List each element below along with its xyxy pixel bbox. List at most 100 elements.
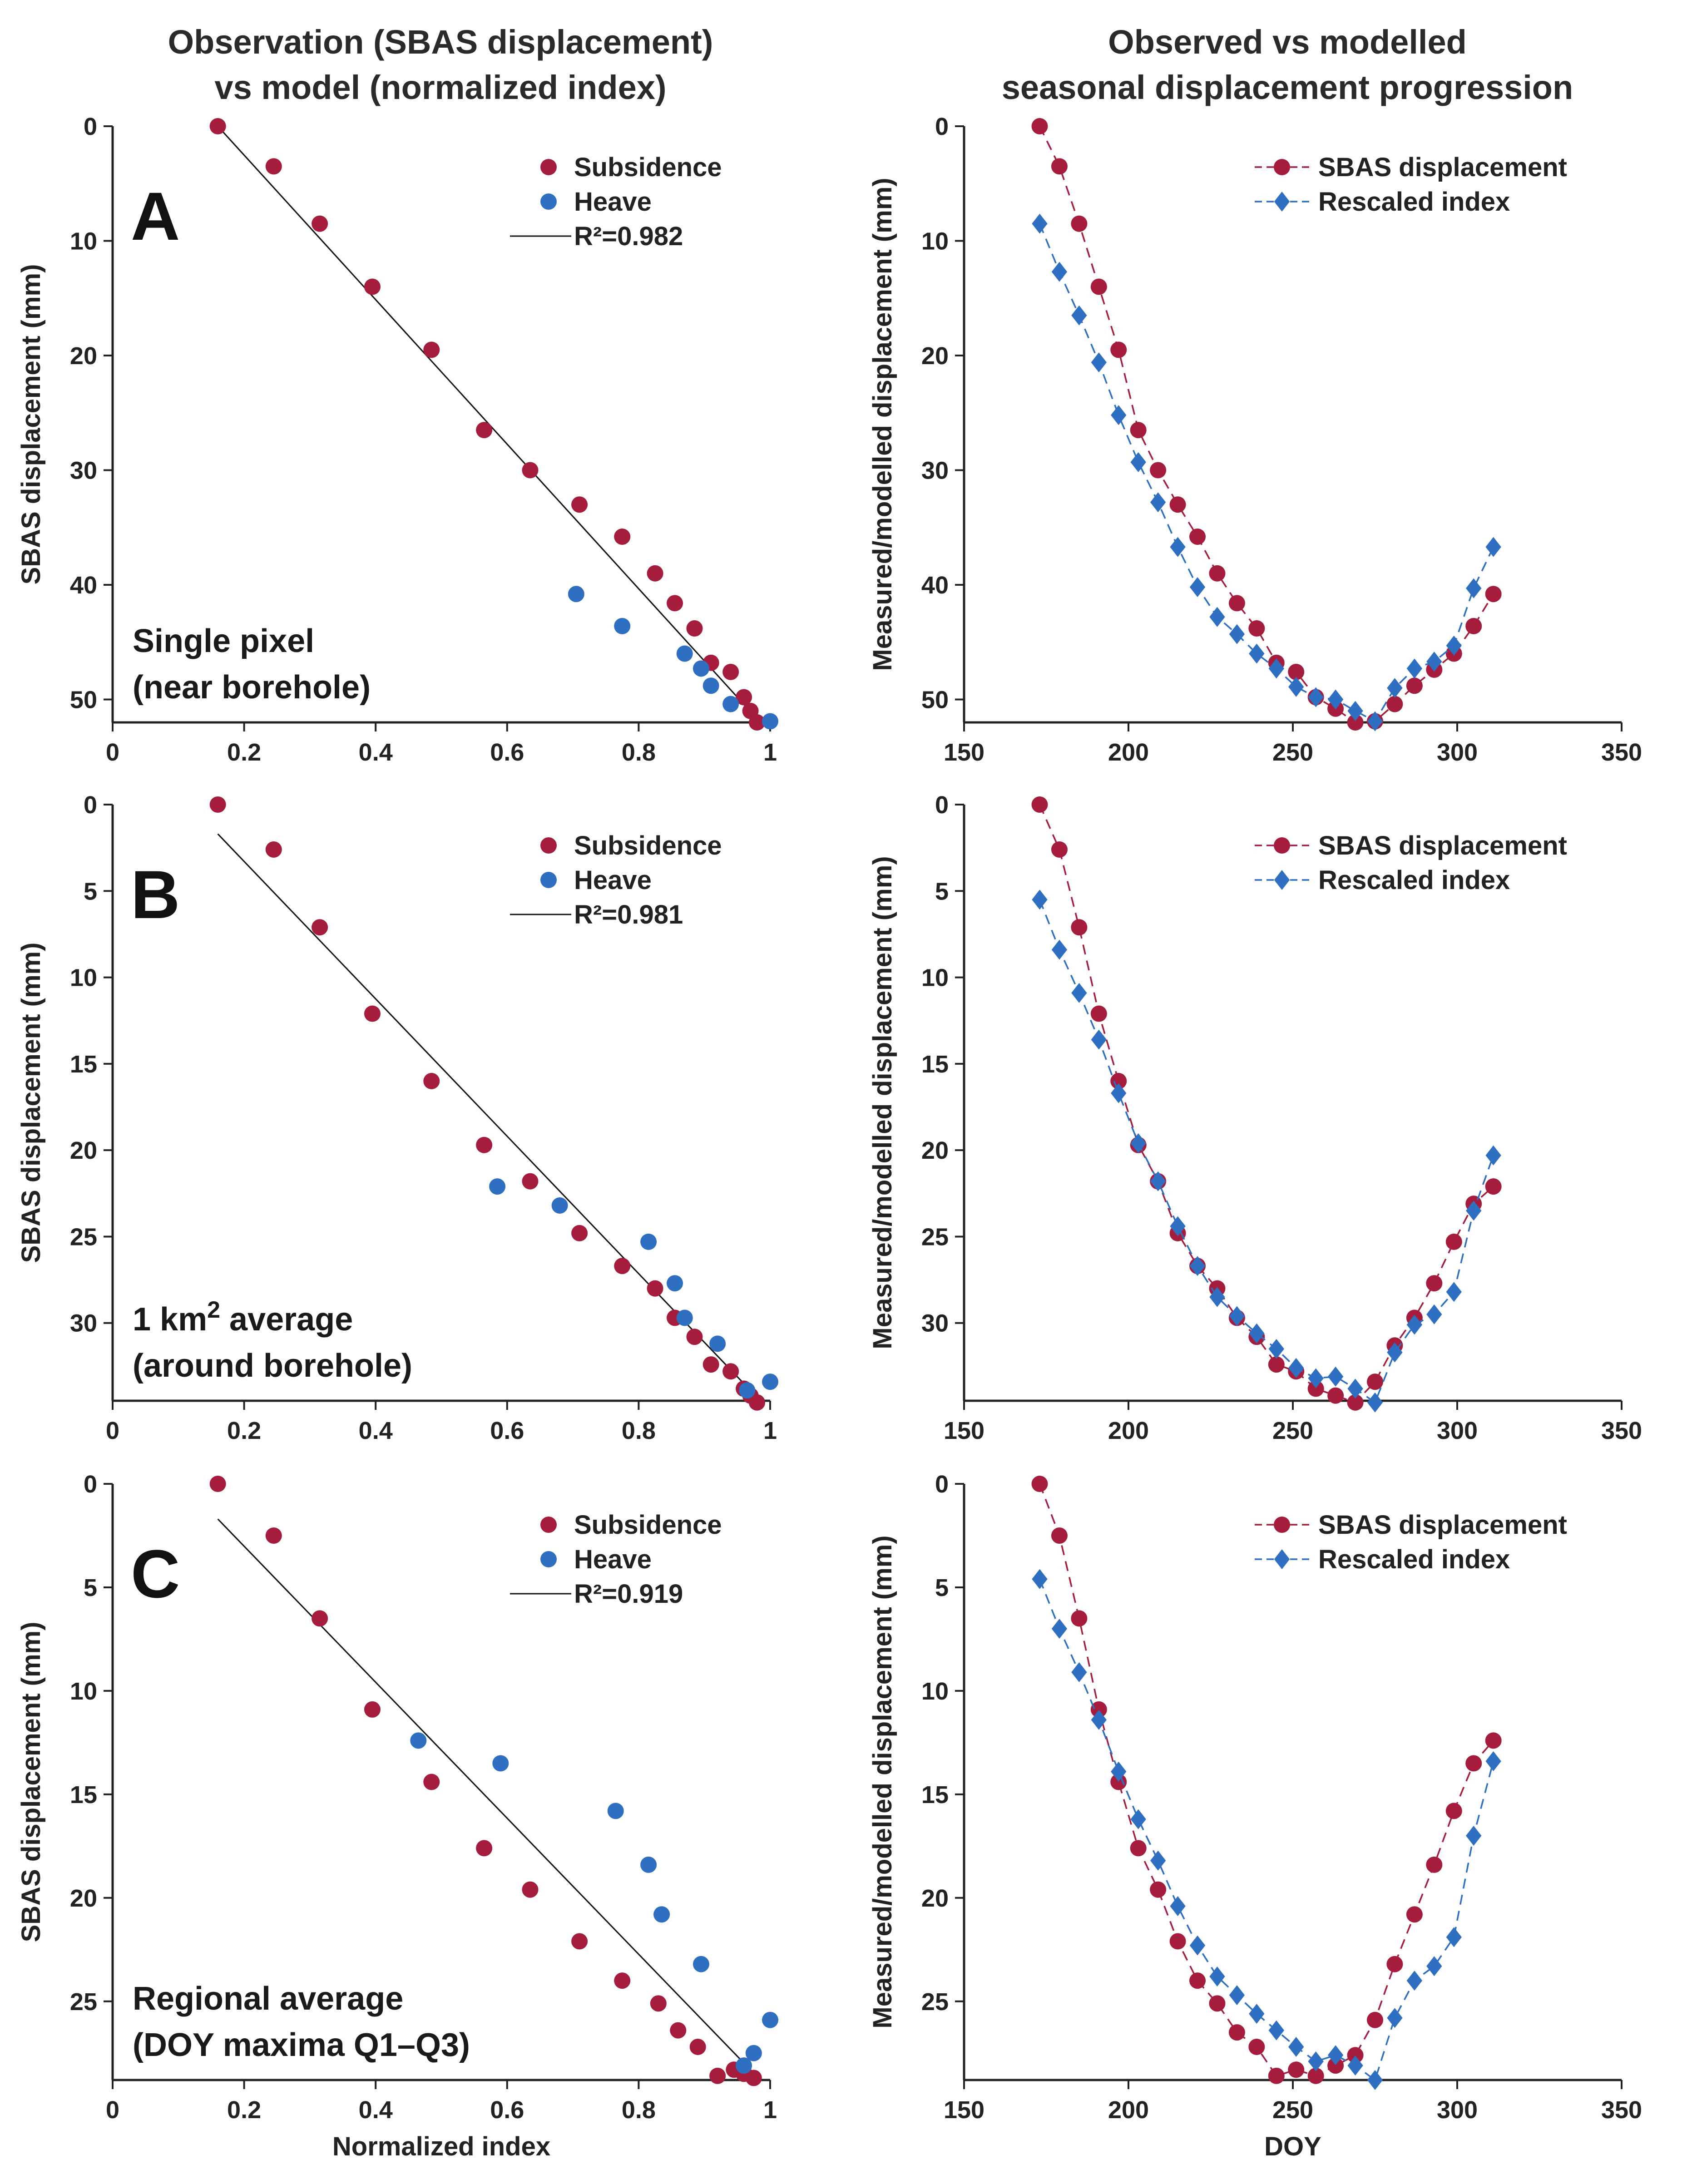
legend-heave-label: Heave bbox=[574, 187, 652, 217]
y-axis-label: Measured/modelled displacement (mm) bbox=[868, 1535, 897, 2028]
x-tick-label: 150 bbox=[944, 2096, 984, 2124]
subsidence-point bbox=[476, 422, 493, 439]
x-tick-label: 350 bbox=[1601, 739, 1642, 766]
sbas-point bbox=[1465, 618, 1482, 634]
sbas-point bbox=[1248, 620, 1265, 637]
rescaled-point bbox=[1367, 2070, 1383, 2090]
subsidence-point bbox=[423, 341, 440, 358]
legend-rescaled-label: Rescaled index bbox=[1318, 865, 1510, 895]
sbas-point bbox=[1367, 1374, 1383, 1390]
rescaled-point bbox=[1071, 305, 1087, 326]
y-tick-label: 30 bbox=[921, 457, 949, 484]
sbas-point bbox=[1485, 1178, 1502, 1195]
y-tick-label: 0 bbox=[935, 1471, 949, 1498]
rescaled-point bbox=[1466, 578, 1482, 598]
rescaled-point bbox=[1466, 1826, 1482, 1846]
rescaled-point bbox=[1189, 1256, 1206, 1276]
legend-subsidence-marker bbox=[540, 1517, 557, 1533]
y-tick-label: 10 bbox=[921, 228, 949, 255]
subsidence-point bbox=[522, 1881, 539, 1898]
rescaled-point bbox=[1268, 1339, 1284, 1359]
subsidence-point bbox=[312, 919, 328, 936]
rescaled-point bbox=[1327, 2045, 1344, 2065]
sbas-point bbox=[1386, 696, 1403, 712]
legend-fit-label: R²=0.982 bbox=[574, 222, 683, 251]
legend-sbas-marker bbox=[1274, 1517, 1290, 1533]
heave-point bbox=[762, 2011, 778, 2028]
subsidence-point bbox=[265, 841, 282, 858]
subsidence-point bbox=[364, 1701, 381, 1718]
y-tick-label: 25 bbox=[70, 1988, 97, 2016]
sbas-point bbox=[1347, 2047, 1364, 2064]
y-tick-label: 0 bbox=[935, 113, 949, 140]
y-tick-label: 5 bbox=[935, 1574, 949, 1601]
sbas-point bbox=[1150, 1881, 1167, 1898]
rescaled-point bbox=[1150, 1171, 1166, 1191]
rescaled-point bbox=[1051, 939, 1068, 960]
x-tick-label: 200 bbox=[1108, 1417, 1149, 1444]
sbas-point bbox=[1465, 1755, 1482, 1772]
sbas-point bbox=[1090, 1005, 1107, 1022]
subsidence-point bbox=[689, 2039, 706, 2056]
legend-rescaled-marker bbox=[1274, 870, 1290, 890]
sbas-point bbox=[1071, 919, 1088, 936]
subsidence-point bbox=[522, 1173, 539, 1190]
x-tick-label: 150 bbox=[944, 1417, 984, 1444]
legend-subsidence-label: Subsidence bbox=[574, 1510, 722, 1540]
rescaled-point bbox=[1347, 2056, 1363, 2076]
sbas-point bbox=[1090, 278, 1107, 295]
x-tick-label: 0.4 bbox=[359, 1417, 393, 1444]
rescaled-point bbox=[1347, 701, 1363, 721]
subsidence-point bbox=[736, 689, 752, 706]
subsidence-point bbox=[667, 595, 683, 612]
x-tick-label: 0.6 bbox=[490, 2096, 524, 2124]
heave-point bbox=[693, 660, 709, 677]
y-tick-label: 0 bbox=[935, 791, 949, 819]
legend-heave-label: Heave bbox=[574, 865, 652, 895]
annotation-superscript: 2 bbox=[207, 1297, 220, 1323]
sbas-point bbox=[1169, 496, 1186, 513]
rescaled-point bbox=[1111, 405, 1127, 425]
sbas-point bbox=[1209, 565, 1226, 582]
rescaled-point bbox=[1189, 1935, 1206, 1956]
rescaled-point bbox=[1327, 689, 1344, 710]
y-tick-label: 50 bbox=[921, 687, 949, 714]
subsidence-point bbox=[423, 1072, 440, 1089]
rescaled-point bbox=[1229, 1985, 1245, 2006]
y-tick-label: 30 bbox=[70, 457, 97, 484]
sbas-point bbox=[1268, 1356, 1285, 1373]
sbas-point bbox=[1130, 1840, 1147, 1857]
subsidence-point bbox=[209, 118, 226, 134]
x-tick-label: 0.2 bbox=[227, 739, 261, 766]
heave-point bbox=[489, 1178, 506, 1195]
rescaled-point bbox=[1406, 1971, 1423, 1991]
rescaled-point bbox=[1071, 983, 1087, 1003]
x-tick-label: 350 bbox=[1601, 1417, 1642, 1444]
y-tick-label: 10 bbox=[70, 1678, 97, 1705]
subsidence-point bbox=[702, 1356, 719, 1373]
rescaled-point bbox=[1249, 1323, 1265, 1344]
legend-heave-marker bbox=[540, 193, 557, 210]
rescaled-point bbox=[1446, 1927, 1462, 1947]
subsidence-point bbox=[364, 1005, 381, 1022]
rescaled-point bbox=[1446, 635, 1462, 656]
subsidence-point bbox=[312, 215, 328, 232]
legend-sbas-label: SBAS displacement bbox=[1318, 1510, 1567, 1540]
subsidence-point bbox=[522, 462, 539, 479]
panel-annotation-line2: (DOY maxima Q1–Q3) bbox=[133, 2027, 470, 2063]
rescaled-point bbox=[1387, 2008, 1403, 2028]
y-axis-label: SBAS displacement (mm) bbox=[16, 264, 46, 585]
subsidence-point bbox=[686, 1329, 703, 1345]
subsidence-point bbox=[476, 1136, 493, 1153]
y-tick-label: 15 bbox=[70, 1051, 97, 1078]
x-tick-label: 0.8 bbox=[622, 1417, 656, 1444]
sbas-point bbox=[1367, 2011, 1383, 2028]
rescaled-point bbox=[1426, 652, 1442, 672]
subsidence-point bbox=[614, 528, 631, 545]
rescaled-point bbox=[1150, 492, 1166, 513]
rescaled-point bbox=[1209, 1287, 1225, 1307]
legend-subsidence-marker bbox=[540, 837, 557, 854]
